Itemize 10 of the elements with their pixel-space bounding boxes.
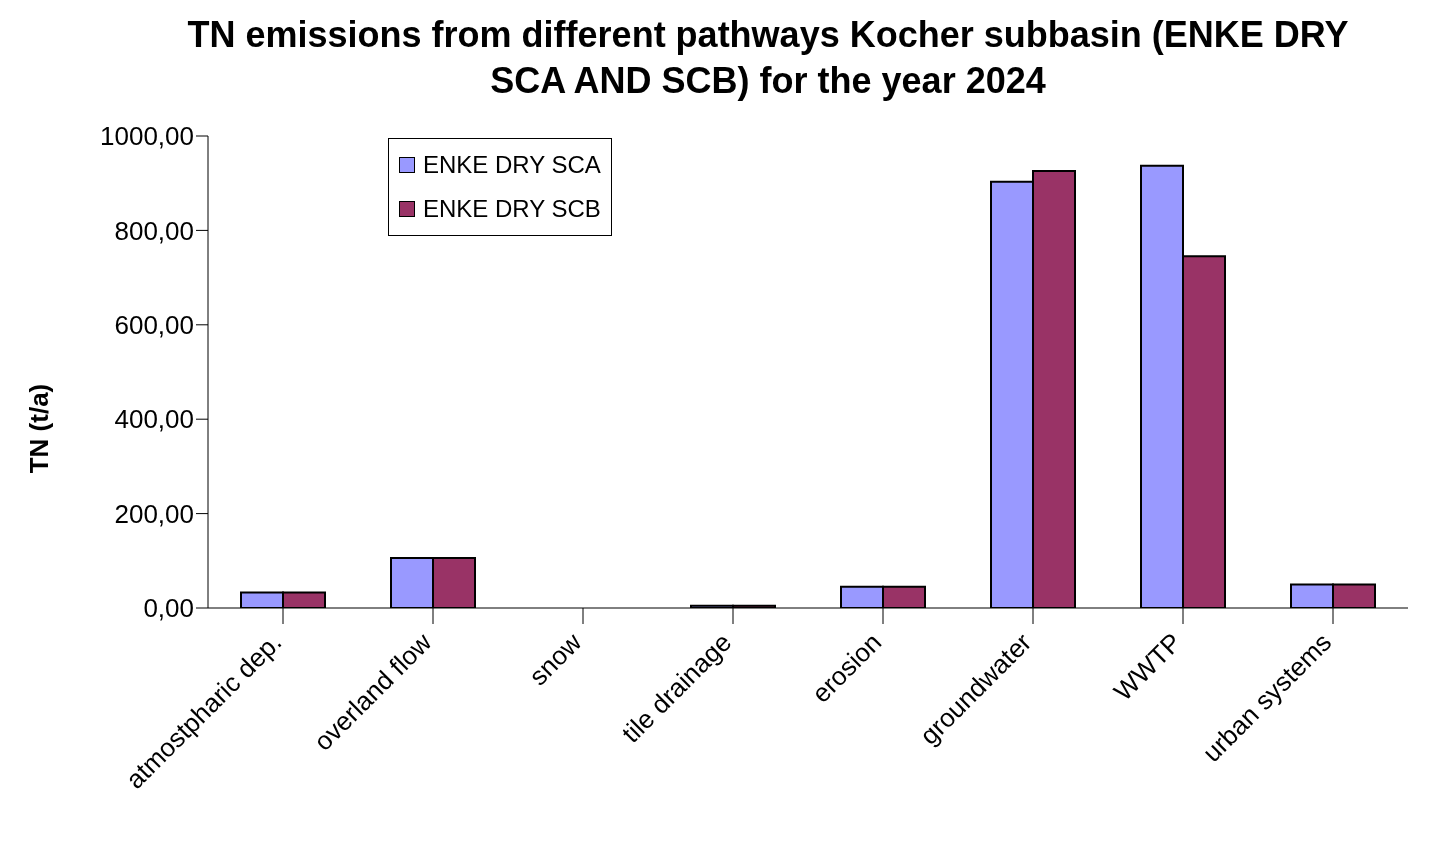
y-tick-label: 1000,00	[100, 121, 194, 152]
y-tick-label: 400,00	[114, 404, 194, 435]
y-tick-label: 0,00	[143, 593, 194, 624]
chart-title: TN emissions from different pathways Kocher subbasin (ENKE DRY SCA AND SCB) for the year 2024	[186, 13, 1350, 103]
legend-label: ENKE DRY SCB	[423, 194, 601, 224]
legend-label: ENKE DRY SCA	[423, 150, 601, 180]
y-tick-label: 600,00	[114, 310, 194, 341]
y-tick-label: 200,00	[114, 498, 194, 529]
y-tick-label: 800,00	[114, 215, 194, 246]
y-axis-title: TN (t/a)	[24, 383, 56, 473]
